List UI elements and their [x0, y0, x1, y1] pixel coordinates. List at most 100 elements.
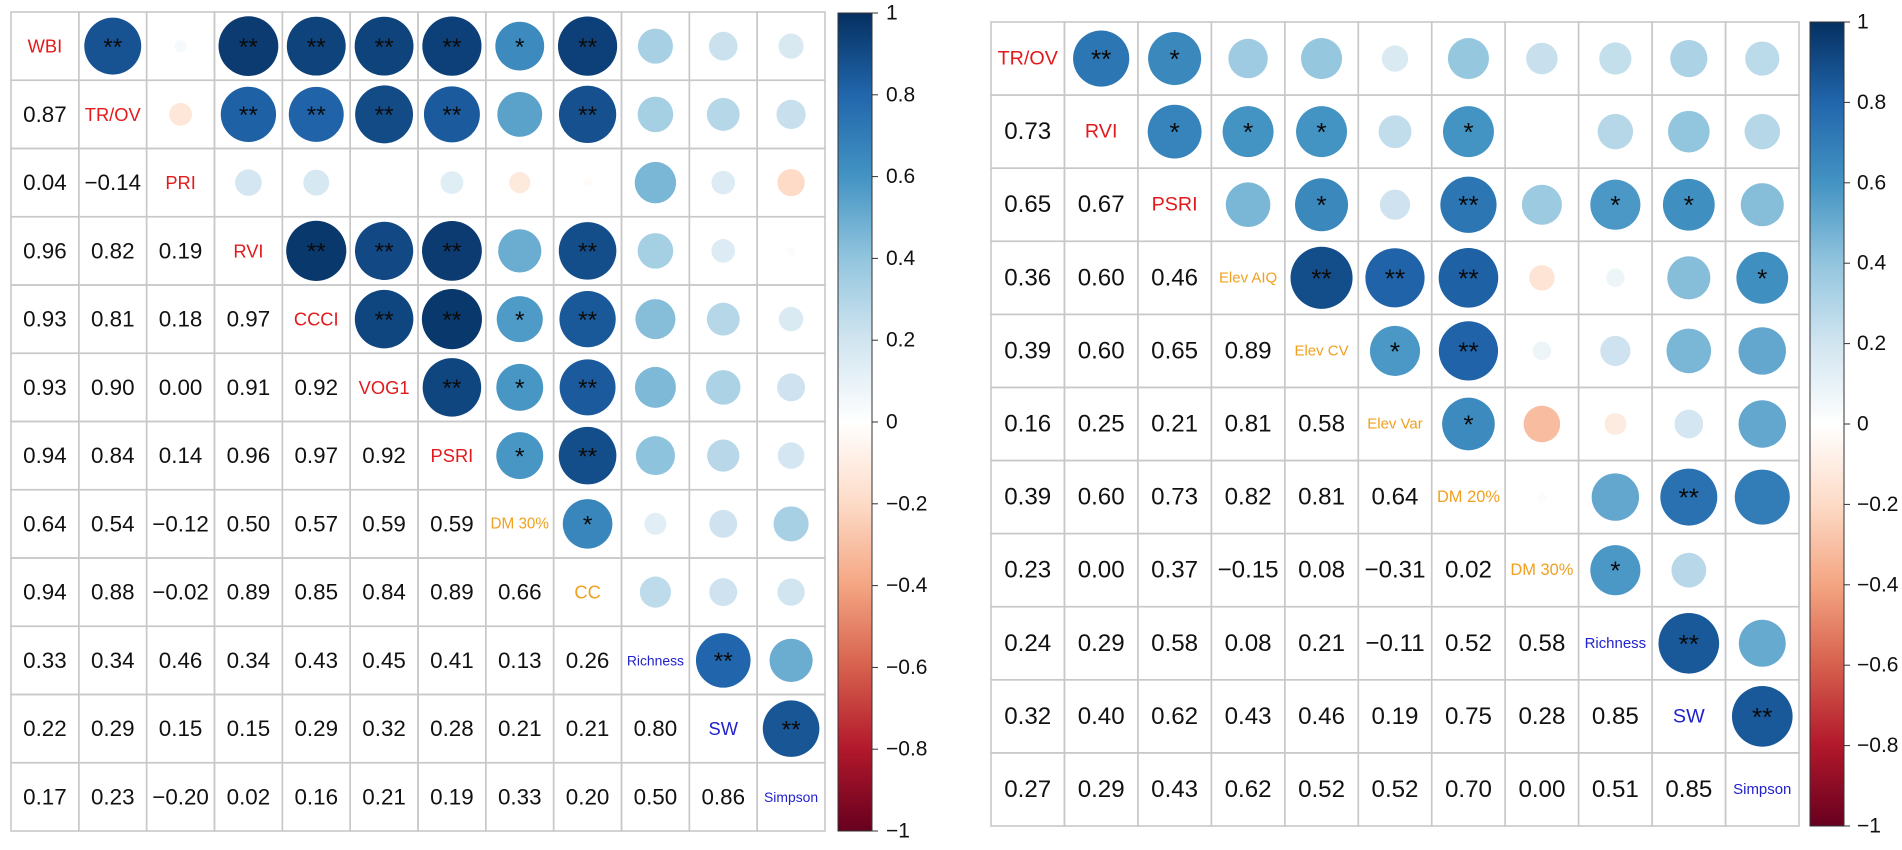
correlation-circle-r5-c11: [777, 373, 806, 402]
correlation-value-r8-c5: −0.11: [1365, 630, 1424, 657]
significance-marker-r0-c7: *: [515, 34, 525, 61]
correlation-circle-r0-c4: [1301, 38, 1343, 80]
significance-marker-r1-c2: *: [1170, 117, 1180, 147]
correlation-value-r9-c3: 0.34: [227, 648, 271, 673]
variable-label-3: Elev AIQ: [1219, 269, 1277, 286]
colorbar: [837, 12, 873, 832]
correlation-circle-r4-c8: [1600, 335, 1631, 366]
correlation-value-r5-c2: 0.21: [1151, 411, 1198, 438]
correlation-value-r10-c1: 0.29: [91, 716, 135, 741]
correlation-value-r11-c3: 0.02: [227, 784, 271, 809]
correlation-value-r8-c6: 0.89: [430, 580, 474, 605]
correlation-circle-r7-c8: [562, 499, 613, 549]
correlation-circle-r0-c2: [174, 40, 187, 53]
correlation-circle-r4-c5: [354, 289, 414, 349]
correlation-circle-r2-c9: [1662, 178, 1715, 231]
significance-marker-r7-c8: *: [583, 512, 593, 539]
colorbar-tick-label-9: −0.8: [1857, 734, 1898, 757]
correlation-value-r11-c7: 0.33: [498, 784, 542, 809]
correlation-circle-r6-c8: [558, 426, 617, 485]
correlation-value-r6-c3: 0.82: [1225, 484, 1272, 511]
significance-marker-r4-c6: **: [1458, 336, 1478, 366]
correlation-value-r9-c4: 0.43: [294, 648, 338, 673]
correlation-value-r7-c2: −0.12: [152, 511, 209, 536]
correlation-value-r7-c4: 0.57: [294, 511, 338, 536]
correlation-value-r5-c1: 0.90: [91, 375, 135, 400]
correlation-circle-r6-c10: [707, 439, 740, 472]
correlation-circle-r8-c10: [709, 578, 738, 607]
correlation-value-r8-c7: 0.66: [498, 580, 542, 605]
colorbar-tick-label-9: −0.8: [886, 738, 927, 761]
correlation-circle-r6-c10: [1734, 469, 1790, 525]
correlation-circle-r4-c6: [1438, 321, 1499, 381]
correlation-circle-r4-c10: [706, 302, 740, 336]
correlation-value-r4-c3: 0.89: [1225, 337, 1272, 364]
colorbar-tick-label-0: 1: [886, 2, 898, 25]
correlation-circle-r2-c5: [1379, 189, 1411, 220]
correlation-matrix-left: WBI ** ** ** ** ** * **0.87 TR/OV ** ** ** ** **0.04−…: [10, 2, 928, 843]
correlation-value-r8-c2: 0.58: [1151, 630, 1198, 657]
significance-marker-r0-c8: **: [578, 34, 597, 61]
grid-cell-r1-c7: [1504, 94, 1580, 169]
colorbar-tick-label-6: −0.2: [886, 492, 927, 515]
significance-marker-r6-c9: **: [1679, 483, 1699, 513]
correlation-circle-r5-c6: [422, 358, 482, 417]
correlation-value-r8-c1: 0.29: [1078, 630, 1125, 657]
colorbar-tick-label-8: −0.6: [886, 656, 927, 679]
significance-marker-r4-c7: *: [515, 307, 525, 334]
significance-marker-r2-c9: *: [1684, 190, 1694, 220]
correlation-value-r9-c8: 0.26: [566, 648, 610, 673]
correlation-circle-r1-c8: [1597, 113, 1634, 150]
correlation-circle-r7-c9: [644, 512, 667, 535]
correlation-value-r9-c7: 0.28: [1518, 703, 1565, 730]
correlation-value-r6-c1: 0.84: [91, 443, 135, 468]
correlation-circle-r1-c7: [497, 91, 543, 137]
correlation-circle-r9-c11: [769, 638, 813, 682]
correlation-value-r11-c8: 0.20: [566, 784, 610, 809]
correlation-value-r3-c1: 0.82: [91, 238, 135, 263]
correlation-value-r4-c1: 0.81: [91, 307, 135, 332]
colorbar-tick-label-10: −1: [886, 820, 910, 843]
significance-marker-r3-c4: **: [1311, 263, 1331, 293]
colorbar-tick-label-2: 0.6: [1857, 171, 1886, 194]
correlation-circle-r7-c9: [1671, 552, 1707, 588]
correlation-value-r10-c6: 0.28: [430, 716, 474, 741]
correlation-circle-r4-c10: [1738, 327, 1786, 375]
correlation-circle-r5-c9: [1674, 409, 1704, 439]
significance-marker-r1-c4: **: [307, 102, 326, 129]
grid-cell-r11-c11: [756, 761, 826, 832]
correlation-circle-r3-c8: [1606, 268, 1625, 288]
colorbar-tick-label-3: 0.4: [1857, 252, 1887, 275]
correlation-circle-r3-c9: [637, 233, 674, 269]
colorbar-tick-label-6: −0.2: [1857, 493, 1898, 516]
correlation-value-r9-c7: 0.13: [498, 648, 542, 673]
correlation-value-r2-c0: 0.65: [1004, 191, 1051, 218]
correlation-circle-r2-c3: [1225, 182, 1271, 228]
significance-marker-r5-c7: *: [515, 375, 525, 402]
significance-marker-r1-c4: *: [1316, 117, 1326, 147]
correlation-value-r9-c2: 0.62: [1151, 703, 1198, 730]
significance-marker-r1-c6: *: [1463, 117, 1473, 147]
significance-marker-r3-c5: **: [1385, 263, 1405, 293]
colorbar-tick-label-10: −1: [1857, 815, 1881, 838]
correlation-circle-r1-c2: [169, 102, 193, 126]
correlation-circle-r0-c8: [557, 16, 618, 76]
correlation-circle-r0-c6: [1447, 38, 1489, 80]
correlation-value-r8-c0: 0.94: [23, 580, 67, 605]
correlation-circle-r6-c8: [1591, 473, 1640, 521]
significance-marker-r0-c6: **: [442, 34, 461, 61]
correlation-circle-r0-c3: [1228, 38, 1268, 79]
variable-label-6: DM 20%: [1437, 488, 1500, 506]
significance-marker-r4-c6: **: [442, 307, 461, 334]
correlation-value-r9-c1: 0.34: [91, 648, 135, 673]
colorbar-tick-label-8: −0.6: [1857, 654, 1898, 677]
correlation-circle-r0-c1: [1073, 30, 1130, 87]
correlation-value-r10-c2: 0.15: [159, 716, 203, 741]
variable-label-9: SW: [1673, 705, 1705, 727]
correlation-circle-r4-c8: [559, 290, 616, 348]
correlation-circle-r7-c8: [1590, 545, 1641, 596]
correlation-value-r5-c0: 0.93: [23, 375, 67, 400]
correlation-value-r10-c3: 0.15: [227, 716, 271, 741]
variable-label-6: PSRI: [431, 445, 474, 466]
correlation-circle-r1-c3: [220, 86, 277, 143]
